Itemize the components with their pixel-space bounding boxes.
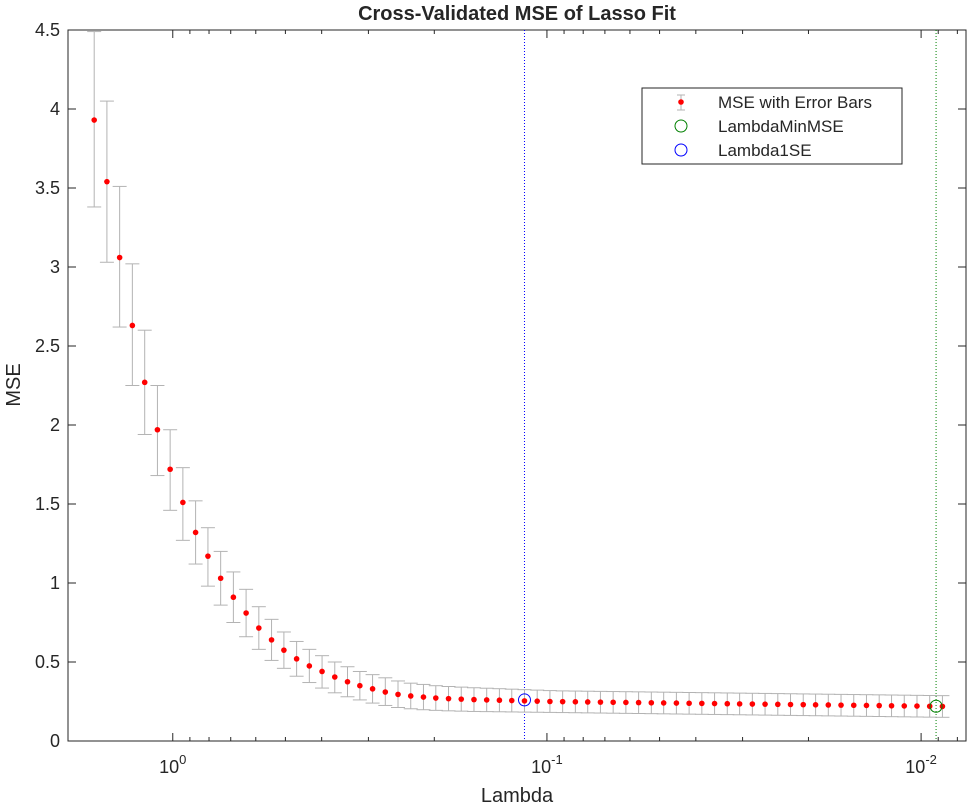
chart-title: Cross-Validated MSE of Lasso Fit [358,3,676,25]
mse-point [547,698,553,705]
y-tick-label: 3.5 [35,178,60,198]
mse-point [749,701,756,707]
mse-point [584,699,591,705]
mse-point [306,663,313,669]
y-tick-label: 1.5 [35,494,60,514]
mse-point [141,379,148,386]
y-axis-label: MSE [3,363,25,406]
mse-point [154,426,161,433]
x-tick-label: 100 [159,752,186,777]
mse-point [876,702,882,709]
mse-point [116,254,123,261]
mse-point [812,702,819,708]
legend-red-dot-icon [678,99,684,105]
mse-point [888,702,895,709]
mse-point [597,699,604,705]
mse-point [319,668,325,675]
mse-point [433,695,439,701]
y-tick-label: 4.5 [35,20,60,40]
y-axis-ticks: 0 0.5 1 1.5 2 2.5 3 3.5 4 4.5 [35,20,966,751]
mse-point [483,697,490,703]
legend-label-min: LambdaMinMSE [718,117,844,136]
mse-point [559,698,566,705]
mse-point [850,702,857,709]
legend: MSE with Error Bars LambdaMinMSE Lambda1… [641,87,903,165]
x-tick-label: 10-2 [905,752,937,777]
mse-point [268,637,275,643]
mse-points [91,117,946,710]
mse-point [572,699,579,705]
mse-point [180,499,186,506]
mse-point [369,686,376,692]
x-axis-ticks: 100 10-1 10-2 [159,30,958,777]
mse-point [610,699,616,706]
mse-point [787,701,794,708]
mse-point [395,691,401,698]
legend-blue-circle-icon [674,143,688,157]
mse-point [508,697,515,704]
mse-point [357,682,363,689]
lambda-1se-marker [517,693,531,707]
y-tick-label: 1 [50,573,60,593]
y-tick-label: 4 [50,99,60,119]
mse-point [192,529,199,536]
mse-point [293,656,300,662]
mse-point [660,700,667,706]
mse-point [167,466,173,473]
mse-point [521,698,528,704]
mse-point [331,674,338,680]
mse-point [648,699,655,706]
mse-point [699,700,705,707]
mse-point [256,625,262,631]
mse-point [711,700,718,707]
x-axis-label: Lambda [481,785,554,807]
mse-point [534,698,541,704]
mse-point [623,699,629,706]
mse-point [471,696,477,703]
mse-point [686,700,692,707]
lambda-markers [517,693,943,713]
mse-point [129,322,136,329]
legend-label-1se: Lambda1SE [718,141,812,160]
mse-point [635,699,642,706]
mse-point [281,647,287,653]
mse-point [724,700,731,707]
mse-point [863,702,870,709]
mse-point [230,594,237,601]
mse-point [217,575,224,582]
mse-point [762,701,768,707]
mse-point [838,702,844,708]
mse-point [825,702,832,708]
y-tick-label: 0.5 [35,652,60,672]
mse-point [496,697,503,704]
mse-point [344,678,351,685]
mse-point [445,695,452,702]
legend-green-circle-icon [674,119,688,133]
mse-point [458,696,465,702]
mse-point [382,689,389,695]
mse-point [736,701,743,707]
mse-point [91,117,97,123]
mse-point [407,693,414,699]
mse-point [914,703,920,709]
mse-point [774,701,781,708]
legend-label-mse: MSE with Error Bars [718,93,872,112]
y-tick-label: 0 [50,731,60,751]
mse-point [673,700,680,706]
mse-point [205,553,211,559]
mse-point [800,701,807,708]
x-tick-label: 10-1 [531,752,563,777]
mse-point [104,178,110,185]
mse-point [901,703,908,709]
mse-point [243,610,249,616]
y-tick-label: 3 [50,257,60,277]
y-tick-label: 2 [50,415,60,435]
lambda-min-marker [929,699,943,713]
mse-point [420,694,427,700]
y-tick-label: 2.5 [35,336,60,356]
legend-box [641,87,903,165]
